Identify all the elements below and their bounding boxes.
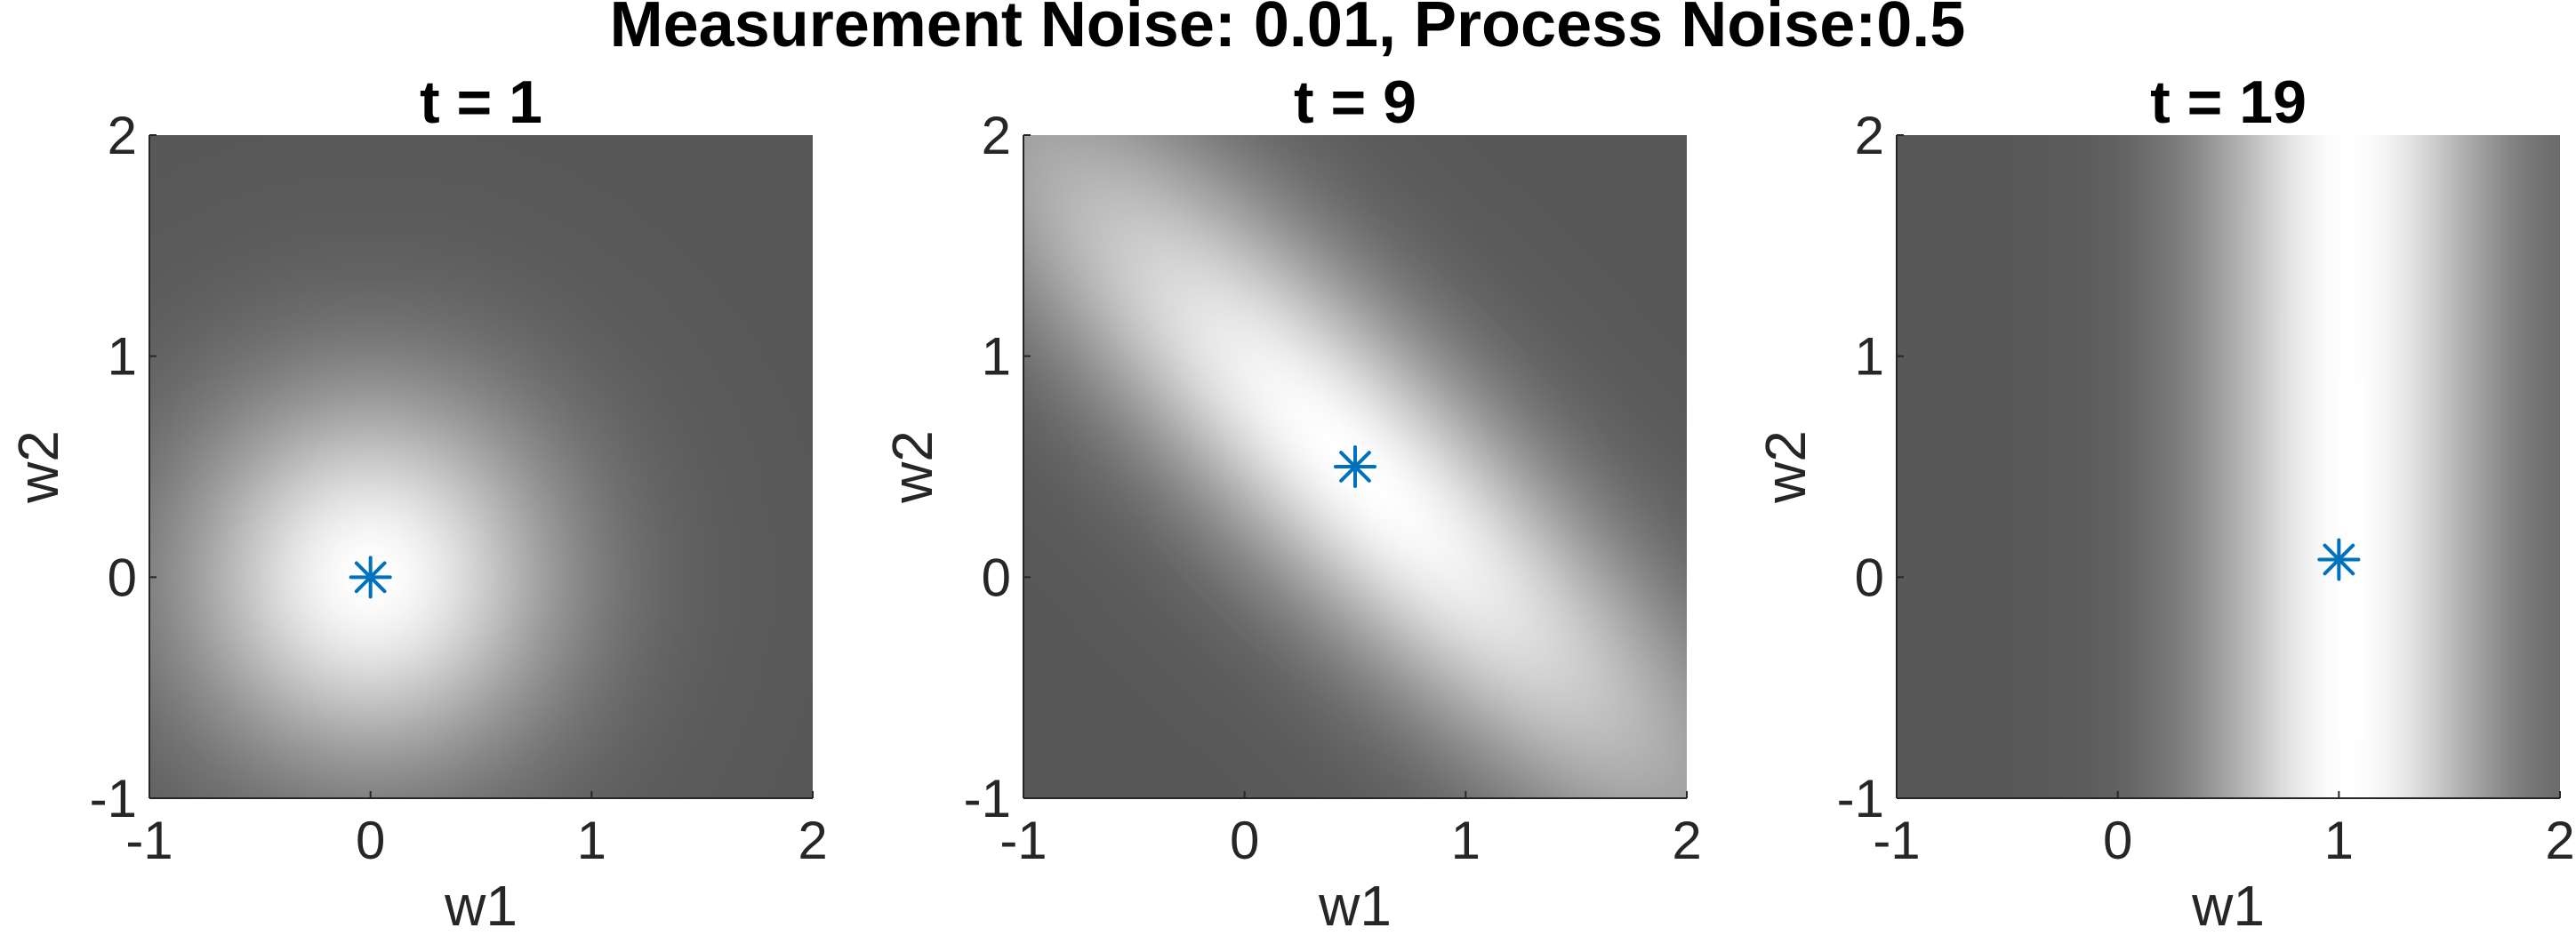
y-axis-label: w2 bbox=[880, 430, 944, 504]
marker-stroke bbox=[1339, 451, 1371, 483]
figure-suptitle: Measurement Noise: 0.01, Process Noise:0… bbox=[610, 0, 1966, 60]
y-tick-label: 1 bbox=[1855, 327, 1884, 387]
y-tick-label: 1 bbox=[108, 327, 137, 387]
x-tick-label: 2 bbox=[1672, 811, 1701, 870]
heatmap-image bbox=[149, 135, 813, 798]
x-tick-label: 1 bbox=[2324, 811, 2354, 870]
y-tick-label: 0 bbox=[1855, 548, 1884, 607]
subplot-2: -1 0 1 2 -1 0 1 2 w1 w2 t = 9 bbox=[880, 68, 1702, 936]
y-tick-label: -1 bbox=[1837, 769, 1884, 828]
subplot-title: t = 1 bbox=[420, 68, 542, 136]
y-axis-label: w2 bbox=[1753, 430, 1818, 504]
subplot-title: t = 19 bbox=[2150, 68, 2307, 136]
y-tick-label: 2 bbox=[1855, 106, 1884, 165]
asterisk-marker bbox=[349, 556, 392, 599]
x-tick-label: 0 bbox=[1230, 811, 1259, 870]
y-axis-label: w2 bbox=[6, 430, 70, 504]
y-tick-label: 0 bbox=[982, 548, 1011, 607]
x-tick-label: 1 bbox=[577, 811, 606, 870]
y-tick-label: 2 bbox=[982, 106, 1011, 165]
y-tick-label: 2 bbox=[108, 106, 137, 165]
x-tick-label: -1 bbox=[1873, 811, 1920, 870]
x-axis-label: w1 bbox=[444, 874, 518, 936]
subplot-3: -1 0 1 2 -1 0 1 2 w1 w2 t = 19 bbox=[1753, 68, 2575, 936]
x-tick-label: 1 bbox=[1451, 811, 1481, 870]
y-tick-label: -1 bbox=[964, 769, 1011, 828]
x-tick-label: 2 bbox=[798, 811, 827, 870]
marker-stroke bbox=[354, 561, 387, 594]
x-tick-label: -1 bbox=[999, 811, 1047, 870]
asterisk-marker bbox=[1334, 445, 1376, 488]
x-tick-label: 2 bbox=[2545, 811, 2574, 870]
y-tick-label: -1 bbox=[90, 769, 137, 828]
y-tick-label: 1 bbox=[982, 327, 1011, 387]
heatmap-image bbox=[1897, 135, 2560, 798]
subplot-title: t = 9 bbox=[1294, 68, 1416, 136]
x-tick-label: -1 bbox=[125, 811, 173, 870]
x-tick-label: 0 bbox=[2103, 811, 2132, 870]
y-tick-label: 0 bbox=[108, 548, 137, 607]
asterisk-marker bbox=[2317, 538, 2361, 581]
x-tick-label: 0 bbox=[356, 811, 385, 870]
marker-stroke bbox=[2323, 543, 2355, 576]
x-axis-label: w1 bbox=[2191, 874, 2265, 936]
x-axis-label: w1 bbox=[1318, 874, 1392, 936]
subplot-1: -1 0 1 2 -1 0 1 2 w1 w2 t = 1 bbox=[6, 68, 828, 936]
